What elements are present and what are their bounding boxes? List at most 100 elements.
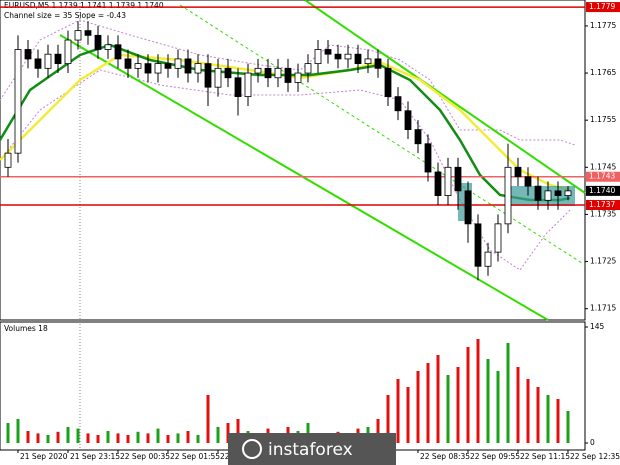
chart-subtitle: Channel size = 35 Slope = -0.43 <box>4 11 126 20</box>
candle-body <box>504 166 512 225</box>
volume-bar <box>546 395 550 443</box>
price-label: 1.1740 <box>589 186 615 195</box>
x-tick-label: 22 Sep 01:55 <box>170 452 220 461</box>
x-tick-label: 22 Sep 12:35 <box>570 452 620 461</box>
candle-body <box>414 129 422 145</box>
candle-body <box>384 67 392 98</box>
channel-lower <box>59 34 549 321</box>
candle-body <box>554 190 562 196</box>
band-lower <box>0 69 571 271</box>
chart-title: EURUSD,M5 1.1739 1.1741 1.1739 1.1740 <box>4 1 164 10</box>
volume-bar <box>36 433 40 443</box>
volume-bar <box>6 423 10 443</box>
candle-body <box>204 63 212 88</box>
y-tick-label: 1.1715 <box>590 304 616 313</box>
candle-body <box>114 44 122 60</box>
volume-bar <box>146 433 150 443</box>
y-tick-label: 1.1765 <box>590 68 616 77</box>
volume-bar <box>136 431 140 443</box>
x-tick-label: 21 Sep 2020 <box>20 452 68 461</box>
candle-body <box>284 67 292 83</box>
candle-body <box>74 30 82 41</box>
candle-body <box>4 152 12 168</box>
candle-body <box>164 63 172 69</box>
x-tick-label: 22 Sep 08:35 <box>420 452 470 461</box>
volume-bar <box>566 411 570 443</box>
candle-body <box>264 67 272 79</box>
volume-bar <box>396 379 400 443</box>
candle-body <box>254 67 262 74</box>
volume-bar <box>106 431 110 443</box>
price-pane <box>0 0 586 321</box>
volume-bar <box>496 371 500 443</box>
level-label: 1.1779 <box>589 2 615 11</box>
level-label-bg <box>586 2 620 13</box>
candle-body <box>174 58 182 69</box>
volume-bar <box>206 395 210 443</box>
candle-body <box>454 166 462 192</box>
candle-body <box>524 176 532 187</box>
level-label-bg <box>586 171 620 182</box>
volume-bar <box>376 419 380 443</box>
volume-bar <box>46 435 50 443</box>
volume-bar <box>486 359 490 443</box>
candle-body <box>274 67 282 79</box>
channel-upper <box>304 0 586 194</box>
candle-body <box>194 63 202 74</box>
volume-tick-label: 0 <box>590 438 595 447</box>
volume-bar <box>506 343 510 443</box>
volume-bar <box>156 428 160 443</box>
y-tick-label: 1.1735 <box>590 209 616 218</box>
watermark: instaforex <box>268 440 353 460</box>
volume-bar <box>386 395 390 443</box>
price-label-bg <box>586 185 620 196</box>
candle-body <box>354 53 362 65</box>
volume-bar <box>436 355 440 443</box>
watermark-bg <box>228 433 396 465</box>
volume-bar <box>466 347 470 443</box>
volume-bar <box>16 419 20 443</box>
volume-bar <box>476 339 480 443</box>
candle-body <box>564 190 572 196</box>
candle-body <box>304 63 312 74</box>
candle-body <box>474 223 482 267</box>
volume-bar <box>176 433 180 443</box>
candle-body <box>444 166 452 196</box>
candle-body <box>14 49 22 154</box>
candle-body <box>154 63 162 74</box>
y-tick-label: 1.1775 <box>590 21 616 30</box>
volume-bar <box>196 435 200 443</box>
candle-body <box>184 58 192 74</box>
candle-body <box>134 63 142 69</box>
volume-bar <box>446 375 450 443</box>
candle-body <box>544 190 552 201</box>
candle-body <box>224 67 232 79</box>
volume-bar <box>426 363 430 443</box>
candle-body <box>364 58 372 65</box>
level-label-bg <box>586 200 620 211</box>
candle-body <box>374 58 382 69</box>
candle-body <box>64 39 72 65</box>
volume-bar <box>536 387 540 443</box>
candle-body <box>244 72 252 98</box>
candle-body <box>104 44 112 50</box>
level-label: 1.1743 <box>589 172 615 181</box>
candle-body <box>494 223 502 253</box>
volume-bar <box>166 435 170 443</box>
channel-middle <box>179 4 586 266</box>
volume-bar <box>236 419 240 443</box>
candle-body <box>514 166 522 178</box>
candle-body <box>144 63 152 74</box>
candle-body <box>334 53 342 60</box>
candle-body <box>344 53 352 60</box>
volume-bar <box>66 427 70 443</box>
volume-bar <box>126 435 130 443</box>
x-tick-label: 22 Sep 11:15 <box>520 452 570 461</box>
candle-body <box>394 96 402 112</box>
volume-bar <box>186 431 190 443</box>
candle-body <box>294 72 302 83</box>
candle-body <box>404 110 412 131</box>
candle-body <box>94 34 102 50</box>
volume-bar <box>26 431 30 443</box>
